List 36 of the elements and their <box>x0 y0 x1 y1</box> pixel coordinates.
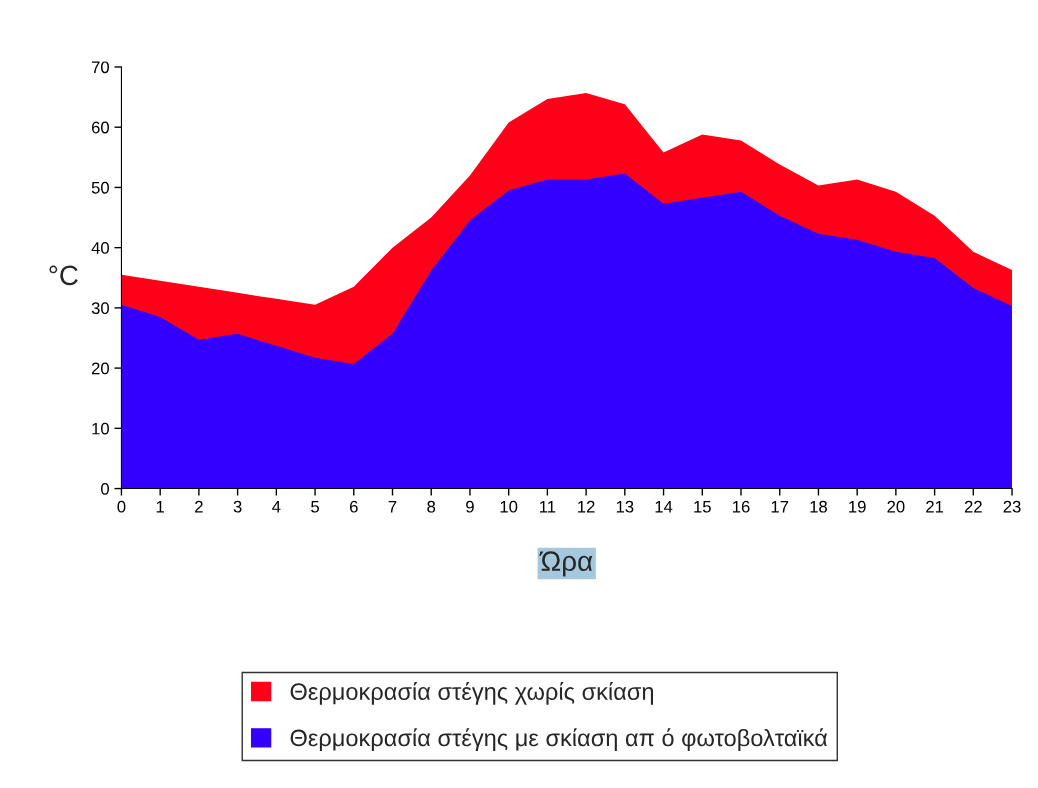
x-tick-label: 8 <box>427 500 436 513</box>
y-tick-label: 20 <box>91 362 109 375</box>
x-tick-label: 7 <box>388 500 397 513</box>
x-tick-label: 23 <box>1003 500 1021 513</box>
x-tick-label: 21 <box>926 500 944 513</box>
legend-label: Θερμοκρασία στέγης χωρίς σκίαση <box>290 682 654 705</box>
x-tick-label: 18 <box>810 500 827 513</box>
y-tick-label: 60 <box>91 121 109 134</box>
y-tick-label: 50 <box>91 181 109 194</box>
x-tick-label: 20 <box>887 500 905 513</box>
x-tick-label: 0 <box>117 500 126 513</box>
x-tick-label: 16 <box>733 500 750 513</box>
x-tick-label: 6 <box>349 500 358 513</box>
y-tick-label: 30 <box>91 302 109 315</box>
x-tick-label: 22 <box>964 500 982 513</box>
x-tick-label: 1 <box>156 500 164 513</box>
y-tick-label: 0 <box>101 482 109 495</box>
x-tick-label: 9 <box>466 500 474 513</box>
x-tick-label: 10 <box>500 500 518 513</box>
y-tick-label: 40 <box>91 242 109 254</box>
legend-label: Θερμοκρασία στέγης με σκίαση απ ό φωτοβολταϊκά <box>290 728 828 751</box>
x-axis-title: Ώρα <box>539 551 593 577</box>
y-tick-label: 70 <box>91 61 109 74</box>
x-tick-label: 11 <box>540 500 556 513</box>
x-tick-label: 2 <box>195 500 203 513</box>
x-tick-label: 14 <box>655 500 673 513</box>
x-tick-label: 12 <box>578 500 595 513</box>
x-tick-label: 4 <box>272 500 281 513</box>
x-tick-label: 15 <box>694 500 711 513</box>
x-tick-label: 19 <box>849 500 866 513</box>
x-tick-label: 3 <box>233 500 242 513</box>
x-tick-label: 17 <box>771 500 789 513</box>
y-axis-title: °C <box>49 265 78 286</box>
y-tick-label: 10 <box>92 422 109 435</box>
x-tick-label: 5 <box>311 500 319 513</box>
x-tick-label: 13 <box>616 500 634 513</box>
